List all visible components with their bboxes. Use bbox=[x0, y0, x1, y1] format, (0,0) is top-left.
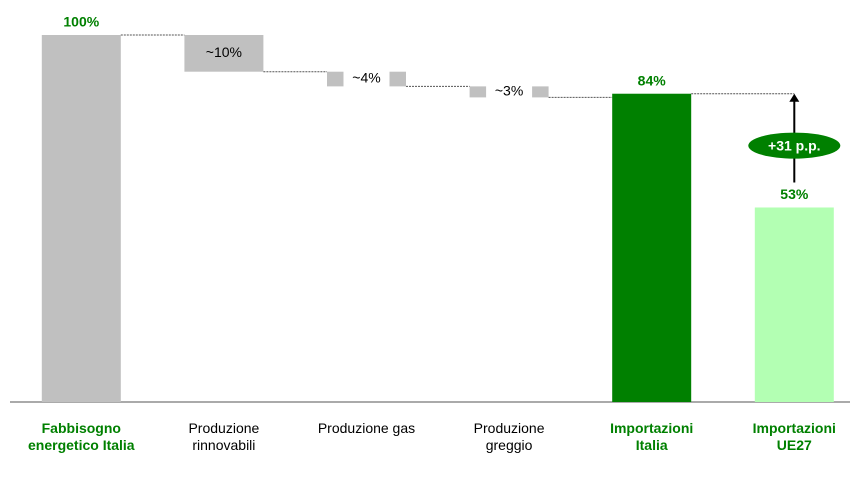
arrow-head bbox=[789, 93, 800, 102]
value-label: ~3% bbox=[495, 83, 523, 99]
value-label: 100% bbox=[63, 14, 99, 30]
bar bbox=[184, 35, 264, 72]
value-label: ~4% bbox=[352, 70, 380, 86]
label-bg bbox=[343, 70, 390, 89]
value-label: ~10% bbox=[206, 44, 242, 60]
x-tick-label: Fabbisogno energetico Italia bbox=[28, 420, 135, 453]
label-bg bbox=[486, 82, 533, 101]
value-label: 53% bbox=[780, 186, 809, 202]
bar bbox=[612, 93, 692, 402]
bar bbox=[754, 207, 834, 402]
bar bbox=[41, 35, 121, 402]
x-tick-label: Produzione rinnovabili bbox=[188, 420, 260, 453]
x-tick-label: Produzione gas bbox=[317, 420, 416, 436]
x-tick-label: Produzione greggio bbox=[473, 420, 545, 453]
x-tick-label: Importazioni UE27 bbox=[752, 420, 836, 453]
annotation: +31 p.p. bbox=[768, 137, 821, 153]
value-label: 84% bbox=[638, 72, 667, 88]
annotation-badge bbox=[748, 132, 841, 159]
x-tick-label: Importazioni Italia bbox=[610, 420, 694, 453]
